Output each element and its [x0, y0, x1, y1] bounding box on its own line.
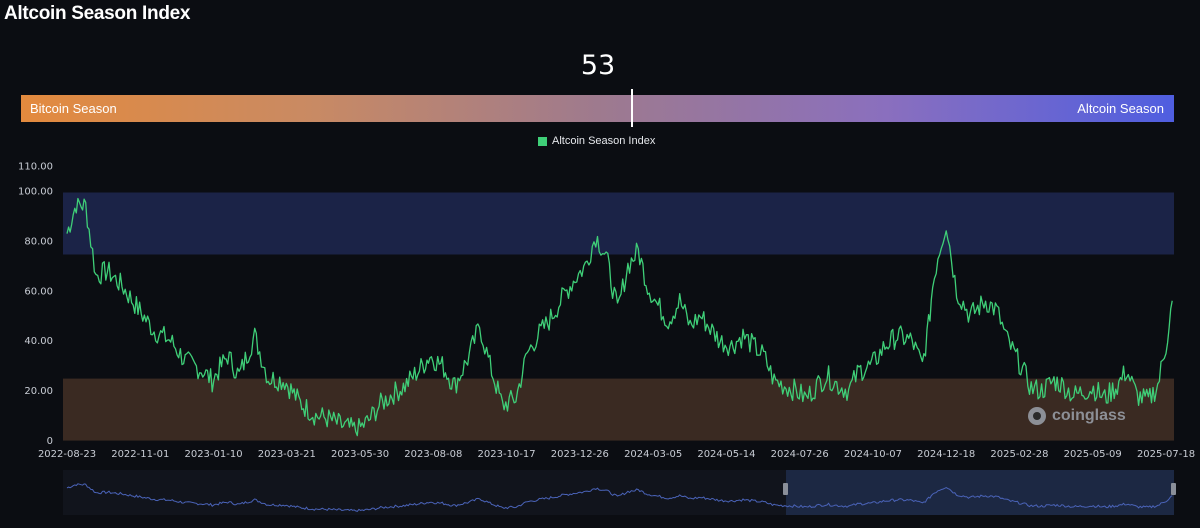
x-tick-label: 2023-05-30: [331, 449, 389, 460]
y-tick-label: 60.00: [24, 286, 53, 297]
y-tick-label: 110.00: [18, 162, 53, 173]
range-navigator-selection[interactable]: [786, 470, 1174, 515]
altcoin-season-zone: [63, 192, 1174, 255]
x-tick-label: 2023-12-26: [551, 449, 609, 460]
x-tick-label: 2025-07-18: [1137, 449, 1195, 460]
x-tick-label: 2024-07-26: [771, 449, 829, 460]
gauge-right-label: Altcoin Season: [1077, 101, 1164, 116]
x-tick-label: 2023-03-21: [258, 449, 316, 460]
x-tick-label: 2024-10-07: [844, 449, 902, 460]
legend-label: Altcoin Season Index: [552, 135, 656, 147]
chart-legend[interactable]: Altcoin Season Index: [538, 135, 655, 147]
x-tick-label: 2023-10-17: [478, 449, 536, 460]
season-gauge-bar: [21, 95, 1174, 122]
x-tick-label: 2022-08-23: [38, 449, 96, 460]
x-tick-label: 2023-08-08: [404, 449, 462, 460]
y-tick-label: 20.00: [24, 386, 53, 397]
range-handle-left[interactable]: [783, 483, 788, 495]
x-tick-label: 2025-02-28: [990, 449, 1048, 460]
x-tick-label: 2023-01-10: [184, 449, 242, 460]
coinglass-logo-icon: [1028, 407, 1046, 425]
series-line: [66, 197, 1173, 437]
range-handle-right[interactable]: [1171, 483, 1176, 495]
x-tick-label: 2024-05-14: [697, 449, 755, 460]
y-tick-label: 80.00: [24, 236, 53, 247]
x-tick-label: 2024-03-05: [624, 449, 682, 460]
page-title: Altcoin Season Index: [4, 3, 191, 24]
coinglass-watermark: coinglass: [1028, 407, 1126, 425]
y-tick-label: 40.00: [24, 336, 53, 347]
watermark-text: coinglass: [1052, 407, 1126, 424]
x-tick-label: 2025-05-09: [1064, 449, 1122, 460]
gauge-left-label: Bitcoin Season: [30, 101, 117, 116]
legend-swatch: [538, 136, 547, 146]
x-tick-label: 2022-11-01: [111, 449, 169, 460]
bitcoin-season-zone: [63, 378, 1174, 441]
x-tick-label: 2024-12-18: [917, 449, 975, 460]
y-tick-label: 0: [47, 436, 53, 447]
gauge-marker: [631, 89, 633, 127]
navigator-line: [66, 483, 1173, 512]
y-tick-label: 100.00: [18, 186, 53, 197]
gauge-value: 53: [580, 50, 616, 81]
